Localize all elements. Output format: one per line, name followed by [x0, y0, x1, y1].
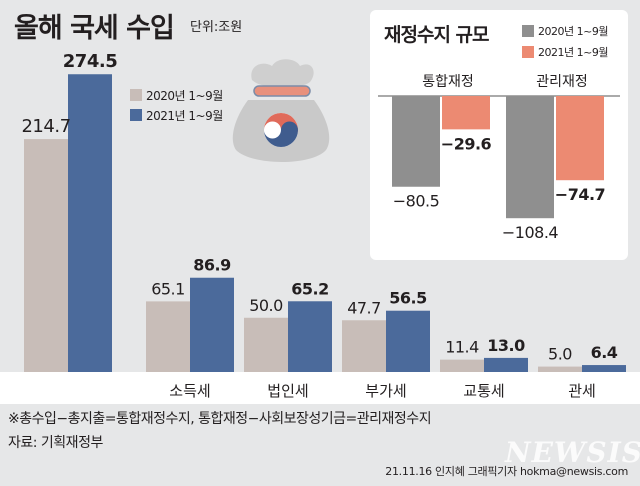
value-label-2020-4: 11.4 [445, 338, 479, 357]
unit-label: 단위:조원 [190, 20, 243, 35]
inset-legend-swatch-2021 [522, 45, 534, 58]
inset-value-label-2021-0: −29.6 [441, 134, 492, 153]
inset-value-label-2020-1: −108.4 [502, 223, 559, 242]
inset-bar-2020-0 [392, 96, 440, 187]
legend-swatch-2020 [130, 89, 142, 101]
inset-legend-label-2021: 2021년 1~9월 [538, 45, 608, 59]
inset-card [370, 10, 628, 260]
inset-category-label-0: 통합재정 [422, 74, 474, 90]
legend-label-2021: 2021년 1~9월 [146, 108, 223, 123]
credit-line: 21.11.16 인지혜 그래픽기자 hokma@newsis.com [385, 465, 628, 478]
category-label-1: 소득세 [169, 382, 210, 400]
inset-bar-2020-1 [506, 96, 554, 219]
inset-legend-item-2020: 2020년 1~9월 [522, 20, 608, 41]
category-label-4: 교통세 [463, 382, 504, 400]
bar-2021-1 [190, 277, 234, 372]
page-title: 올해 국세 수입 [14, 13, 175, 44]
bar-2020-3 [342, 320, 386, 372]
category-label-5: 관세 [568, 382, 596, 400]
source-note: 자료: 기획재정부 [8, 435, 103, 451]
bar-2020-2 [244, 317, 288, 372]
inset-bar-2021-1 [556, 96, 604, 181]
bar-2020-5 [538, 366, 582, 372]
value-label-2020-1: 65.1 [151, 279, 185, 298]
inset-legend-item-2021: 2021년 1~9월 [522, 41, 608, 62]
bar-2021-0 [68, 74, 112, 372]
newsis-watermark-logo: NEWSIS [505, 436, 640, 469]
value-label-2020-3: 47.7 [347, 298, 381, 317]
money-bag-icon [232, 59, 330, 162]
value-label-2020-0: 214.7 [21, 116, 70, 137]
bar-2020-0 [24, 139, 68, 372]
category-label-2: 법인세 [267, 382, 308, 400]
bar-2020-4 [440, 359, 484, 372]
inset-category-label-1: 관리재정 [536, 74, 588, 90]
main-legend: 2020년 1~9월 2021년 1~9월 [130, 85, 223, 125]
value-label-2021-4: 13.0 [487, 336, 525, 355]
inset-legend-swatch-2020 [522, 24, 534, 37]
legend-swatch-2021 [130, 109, 142, 121]
value-label-2021-5: 6.4 [591, 343, 618, 362]
inset-legend-label-2020: 2020년 1~9월 [538, 24, 608, 38]
bar-2021-5 [582, 365, 626, 372]
legend-label-2020: 2020년 1~9월 [146, 88, 223, 103]
legend-item-2020: 2020년 1~9월 [130, 85, 223, 105]
bar-2020-1 [146, 301, 190, 372]
bar-2021-4 [484, 357, 528, 372]
value-label-2021-0: 274.5 [63, 51, 117, 72]
category-label-3: 부가세 [365, 382, 406, 400]
value-label-2020-2: 50.0 [249, 296, 283, 315]
footnote: ※총수입−총지출=통합재정수지, 통합재정−사회보장성기금=관리재정수지 [8, 411, 432, 427]
category-band [0, 372, 640, 404]
inset-title: 재정수지 규모 [384, 24, 489, 46]
value-label-2021-3: 56.5 [389, 289, 427, 308]
value-label-2021-1: 86.9 [193, 256, 231, 275]
value-label-2021-2: 65.2 [291, 279, 328, 298]
bar-2021-3 [386, 310, 430, 372]
inset-legend: 2020년 1~9월 2021년 1~9월 [522, 20, 608, 62]
inset-value-label-2020-0: −80.5 [393, 192, 440, 211]
inset-value-label-2021-1: −74.7 [555, 185, 605, 204]
legend-item-2021: 2021년 1~9월 [130, 105, 223, 125]
value-label-2020-5: 5.0 [548, 345, 572, 364]
bar-2021-2 [288, 301, 332, 372]
inset-bar-2021-0 [442, 96, 490, 130]
